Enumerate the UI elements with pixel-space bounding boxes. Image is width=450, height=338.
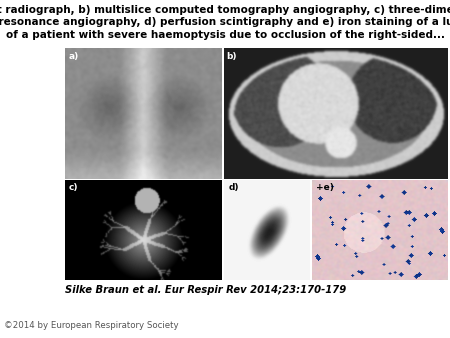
Text: d): d) (228, 183, 239, 192)
Text: ©2014 by European Respiratory Society: ©2014 by European Respiratory Society (4, 320, 179, 330)
Text: b): b) (226, 52, 237, 61)
Text: +e): +e) (316, 183, 334, 192)
Text: Silke Braun et al. Eur Respir Rev 2014;23:170-179: Silke Braun et al. Eur Respir Rev 2014;2… (65, 285, 346, 295)
Text: a) Chest radiograph, b) multislice computed tomography angiography, c) three-dim: a) Chest radiograph, b) multislice compu… (0, 5, 450, 40)
Text: c): c) (68, 183, 78, 192)
Text: a): a) (68, 52, 78, 61)
